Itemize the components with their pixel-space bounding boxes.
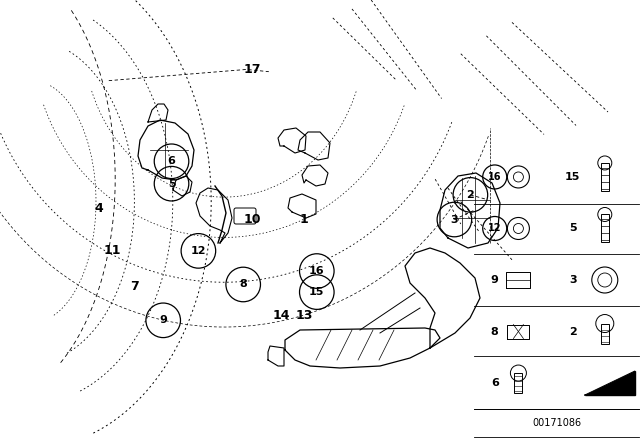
Text: 9: 9 xyxy=(159,315,167,325)
Text: 3: 3 xyxy=(569,275,577,285)
Text: 00171086: 00171086 xyxy=(532,418,581,428)
Text: 2: 2 xyxy=(467,190,474,200)
Text: 15: 15 xyxy=(309,287,324,297)
Bar xyxy=(601,323,609,344)
Text: 12: 12 xyxy=(488,224,502,233)
Text: 12: 12 xyxy=(191,246,206,256)
Bar xyxy=(601,215,609,242)
Text: 16: 16 xyxy=(309,266,324,276)
Text: 13: 13 xyxy=(295,309,313,323)
Text: 10: 10 xyxy=(244,213,262,226)
Text: 5: 5 xyxy=(168,179,175,189)
Text: 6: 6 xyxy=(168,156,175,166)
Text: 1: 1 xyxy=(300,213,308,226)
Text: 2: 2 xyxy=(569,327,577,336)
Text: 16: 16 xyxy=(488,172,502,182)
Text: 8: 8 xyxy=(491,327,499,336)
Text: 17: 17 xyxy=(244,63,262,76)
Polygon shape xyxy=(585,371,635,395)
Text: 15: 15 xyxy=(565,172,580,182)
Text: 14: 14 xyxy=(273,309,291,323)
Text: 6: 6 xyxy=(491,378,499,388)
Text: 8: 8 xyxy=(239,280,247,289)
Bar xyxy=(601,163,609,191)
Text: 9: 9 xyxy=(491,275,499,285)
Text: 11: 11 xyxy=(103,244,121,258)
Bar xyxy=(515,373,522,393)
Text: 4: 4 xyxy=(95,202,104,215)
Text: 3: 3 xyxy=(451,215,458,224)
Text: 5: 5 xyxy=(569,224,577,233)
Text: 7: 7 xyxy=(130,280,139,293)
